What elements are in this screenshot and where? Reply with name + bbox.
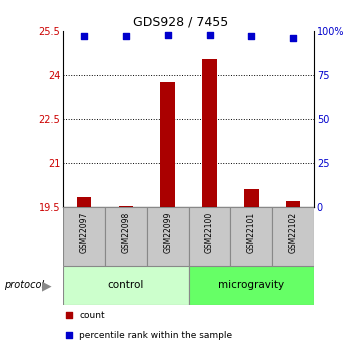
Point bbox=[248, 33, 254, 39]
Text: control: control bbox=[108, 280, 144, 290]
Bar bbox=[105, 207, 147, 266]
Point bbox=[66, 332, 72, 338]
Bar bbox=[230, 207, 272, 266]
Bar bbox=[244, 189, 259, 207]
Text: GSM22101: GSM22101 bbox=[247, 212, 256, 253]
Text: GSM22102: GSM22102 bbox=[289, 212, 298, 253]
Bar bbox=[63, 266, 188, 305]
Bar bbox=[188, 266, 314, 305]
Bar bbox=[147, 207, 188, 266]
Text: ▶: ▶ bbox=[42, 279, 52, 292]
Text: GSM22098: GSM22098 bbox=[121, 212, 130, 253]
Bar bbox=[63, 207, 105, 266]
Text: GDS928 / 7455: GDS928 / 7455 bbox=[133, 16, 228, 29]
Point bbox=[290, 35, 296, 41]
Bar bbox=[77, 197, 91, 207]
Bar bbox=[188, 207, 230, 266]
Text: protocol: protocol bbox=[4, 280, 44, 290]
Point bbox=[165, 32, 171, 37]
Bar bbox=[286, 200, 300, 207]
Point bbox=[66, 313, 72, 318]
Bar bbox=[160, 82, 175, 207]
Point bbox=[81, 33, 87, 39]
Text: GSM22100: GSM22100 bbox=[205, 212, 214, 253]
Bar bbox=[202, 59, 217, 207]
Text: count: count bbox=[79, 311, 105, 320]
Point bbox=[123, 33, 129, 39]
Bar bbox=[118, 206, 133, 207]
Text: GSM22099: GSM22099 bbox=[163, 212, 172, 253]
Text: microgravity: microgravity bbox=[218, 280, 284, 290]
Text: percentile rank within the sample: percentile rank within the sample bbox=[79, 331, 232, 339]
Text: GSM22097: GSM22097 bbox=[79, 212, 88, 253]
Bar bbox=[272, 207, 314, 266]
Point bbox=[206, 32, 212, 37]
